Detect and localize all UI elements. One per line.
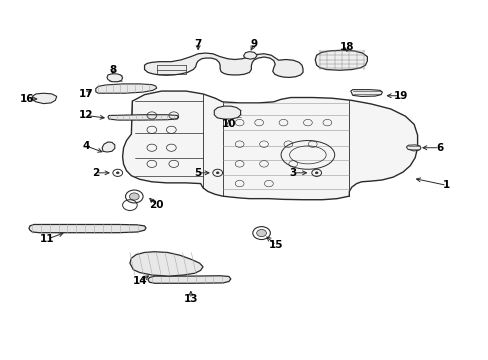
Polygon shape	[148, 276, 230, 283]
Polygon shape	[29, 225, 146, 233]
Polygon shape	[102, 142, 115, 152]
Polygon shape	[122, 91, 417, 200]
Polygon shape	[350, 90, 382, 96]
Circle shape	[315, 172, 318, 174]
Polygon shape	[32, 93, 57, 104]
Polygon shape	[96, 84, 157, 93]
Text: 13: 13	[183, 294, 198, 304]
Circle shape	[129, 193, 139, 200]
Text: 14: 14	[132, 276, 147, 286]
Circle shape	[216, 172, 219, 174]
Circle shape	[116, 172, 119, 174]
Text: 16: 16	[20, 94, 35, 104]
Polygon shape	[243, 51, 257, 59]
Circle shape	[256, 229, 266, 237]
Text: 20: 20	[149, 200, 163, 210]
Text: 10: 10	[221, 119, 236, 129]
Polygon shape	[406, 145, 420, 151]
Text: 18: 18	[339, 42, 353, 52]
Text: 5: 5	[194, 168, 202, 178]
Polygon shape	[315, 50, 366, 70]
Text: 9: 9	[250, 39, 257, 49]
Text: 12: 12	[79, 111, 93, 121]
Text: 17: 17	[79, 89, 93, 99]
Text: 3: 3	[289, 168, 296, 178]
Text: 1: 1	[442, 180, 449, 190]
Text: 8: 8	[109, 64, 116, 75]
Text: 4: 4	[82, 141, 89, 151]
Text: 19: 19	[392, 91, 407, 101]
Text: 6: 6	[435, 143, 442, 153]
Polygon shape	[108, 115, 178, 120]
Text: 7: 7	[194, 39, 202, 49]
Text: 2: 2	[92, 168, 99, 178]
Text: 11: 11	[40, 234, 54, 244]
Polygon shape	[107, 74, 122, 82]
Text: 15: 15	[268, 240, 283, 250]
Polygon shape	[144, 53, 303, 77]
Polygon shape	[214, 106, 240, 119]
Polygon shape	[130, 252, 203, 276]
